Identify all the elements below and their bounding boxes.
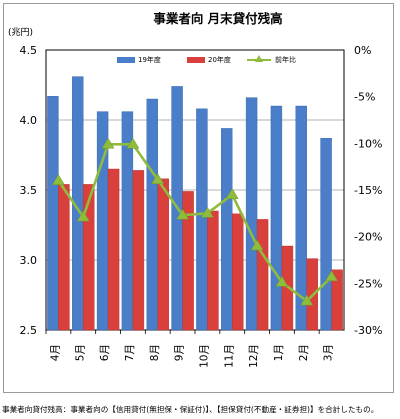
legend-swatch-19nendo (117, 57, 135, 63)
bar-19nendo (47, 95, 59, 331)
yoy-marker (275, 275, 289, 287)
bar-19nendo (320, 137, 332, 331)
y-left-tick-label: 3.0 (20, 254, 38, 267)
bar-20nendo (232, 213, 244, 331)
x-tick-label: 7月 (124, 344, 136, 361)
x-tick-label: 9月 (174, 344, 186, 361)
yoy-marker (51, 174, 65, 185)
legend-label-20nendo: 20年度 (208, 55, 231, 64)
yoy-marker (300, 294, 314, 306)
x-tick-label: 2月 (298, 344, 310, 361)
bar-20nendo (256, 219, 269, 331)
yoy-marker (200, 206, 214, 218)
bar-19nendo (245, 97, 258, 331)
y-left-tick-label: 4.0 (20, 114, 38, 127)
yoy-marker (225, 188, 239, 199)
yoy-marker (76, 210, 90, 222)
y-right-tick-label: -25% (354, 277, 382, 290)
yoy-marker (101, 137, 115, 149)
bar-20nendo (107, 168, 120, 331)
y-left-tick-label: 3.5 (20, 184, 38, 197)
bar-20nendo (58, 184, 70, 331)
yoy-marker (151, 173, 165, 184)
legend-marker-yoy (255, 55, 263, 62)
x-tick-label: 11月 (223, 344, 235, 368)
footnote: 事業者向貸付残高：事業者向の【信用貸付(無担保・保証付)】、【担保貸付(不動産・… (2, 405, 379, 414)
y-right-tick-label: -10% (354, 137, 382, 150)
bar-20nendo (83, 184, 95, 331)
x-tick-label: 3月 (323, 344, 335, 361)
y-right-tick-label: -15% (354, 184, 382, 197)
y-right-tick-label: -5% (354, 91, 375, 104)
y-right-tick-label: 0% (354, 44, 371, 57)
bar-19nendo (295, 105, 307, 331)
bar-20nendo (182, 191, 194, 331)
bar-20nendo (132, 170, 145, 331)
y-left-tick-label: 4.5 (20, 44, 38, 57)
y-right-tick-label: -20% (354, 231, 382, 244)
x-tick-label: 10月 (198, 344, 210, 368)
yoy-marker (126, 137, 140, 149)
x-tick-label: 8月 (149, 344, 161, 361)
yoy-marker (176, 208, 190, 220)
bar-19nendo (196, 108, 208, 331)
x-tick-label: 4月 (49, 344, 61, 361)
x-tick-label: 1月 (273, 344, 285, 361)
loan-balance-chart: 事業者向 月末貸付残高 (兆円) 2.5 3.0 3.5 4.0 4.5 -30% -25% -2… (8, 11, 382, 368)
x-tick-label: 5月 (74, 344, 86, 361)
bar-20nendo (157, 178, 169, 331)
yoy-marker (250, 239, 264, 251)
x-tick-label: 12月 (248, 344, 260, 368)
bar-19nendo (270, 105, 283, 331)
chart-title: 事業者向 月末貸付残高 (153, 11, 282, 26)
x-tick-label: 6月 (99, 344, 111, 361)
legend-label-yoy: 前年比 (275, 55, 296, 64)
y-right-tick-label: -30% (354, 324, 382, 337)
y-left-unit: (兆円) (8, 27, 33, 38)
yoy-marker (325, 270, 339, 282)
bar-19nendo (221, 128, 233, 331)
bar-19nendo (146, 98, 158, 331)
bar-20nendo (331, 269, 343, 331)
y-left-tick-label: 2.5 (20, 324, 38, 337)
legend-swatch-20nendo (187, 57, 205, 63)
legend-label-19nendo: 19年度 (138, 55, 161, 64)
bar-20nendo (207, 210, 219, 331)
